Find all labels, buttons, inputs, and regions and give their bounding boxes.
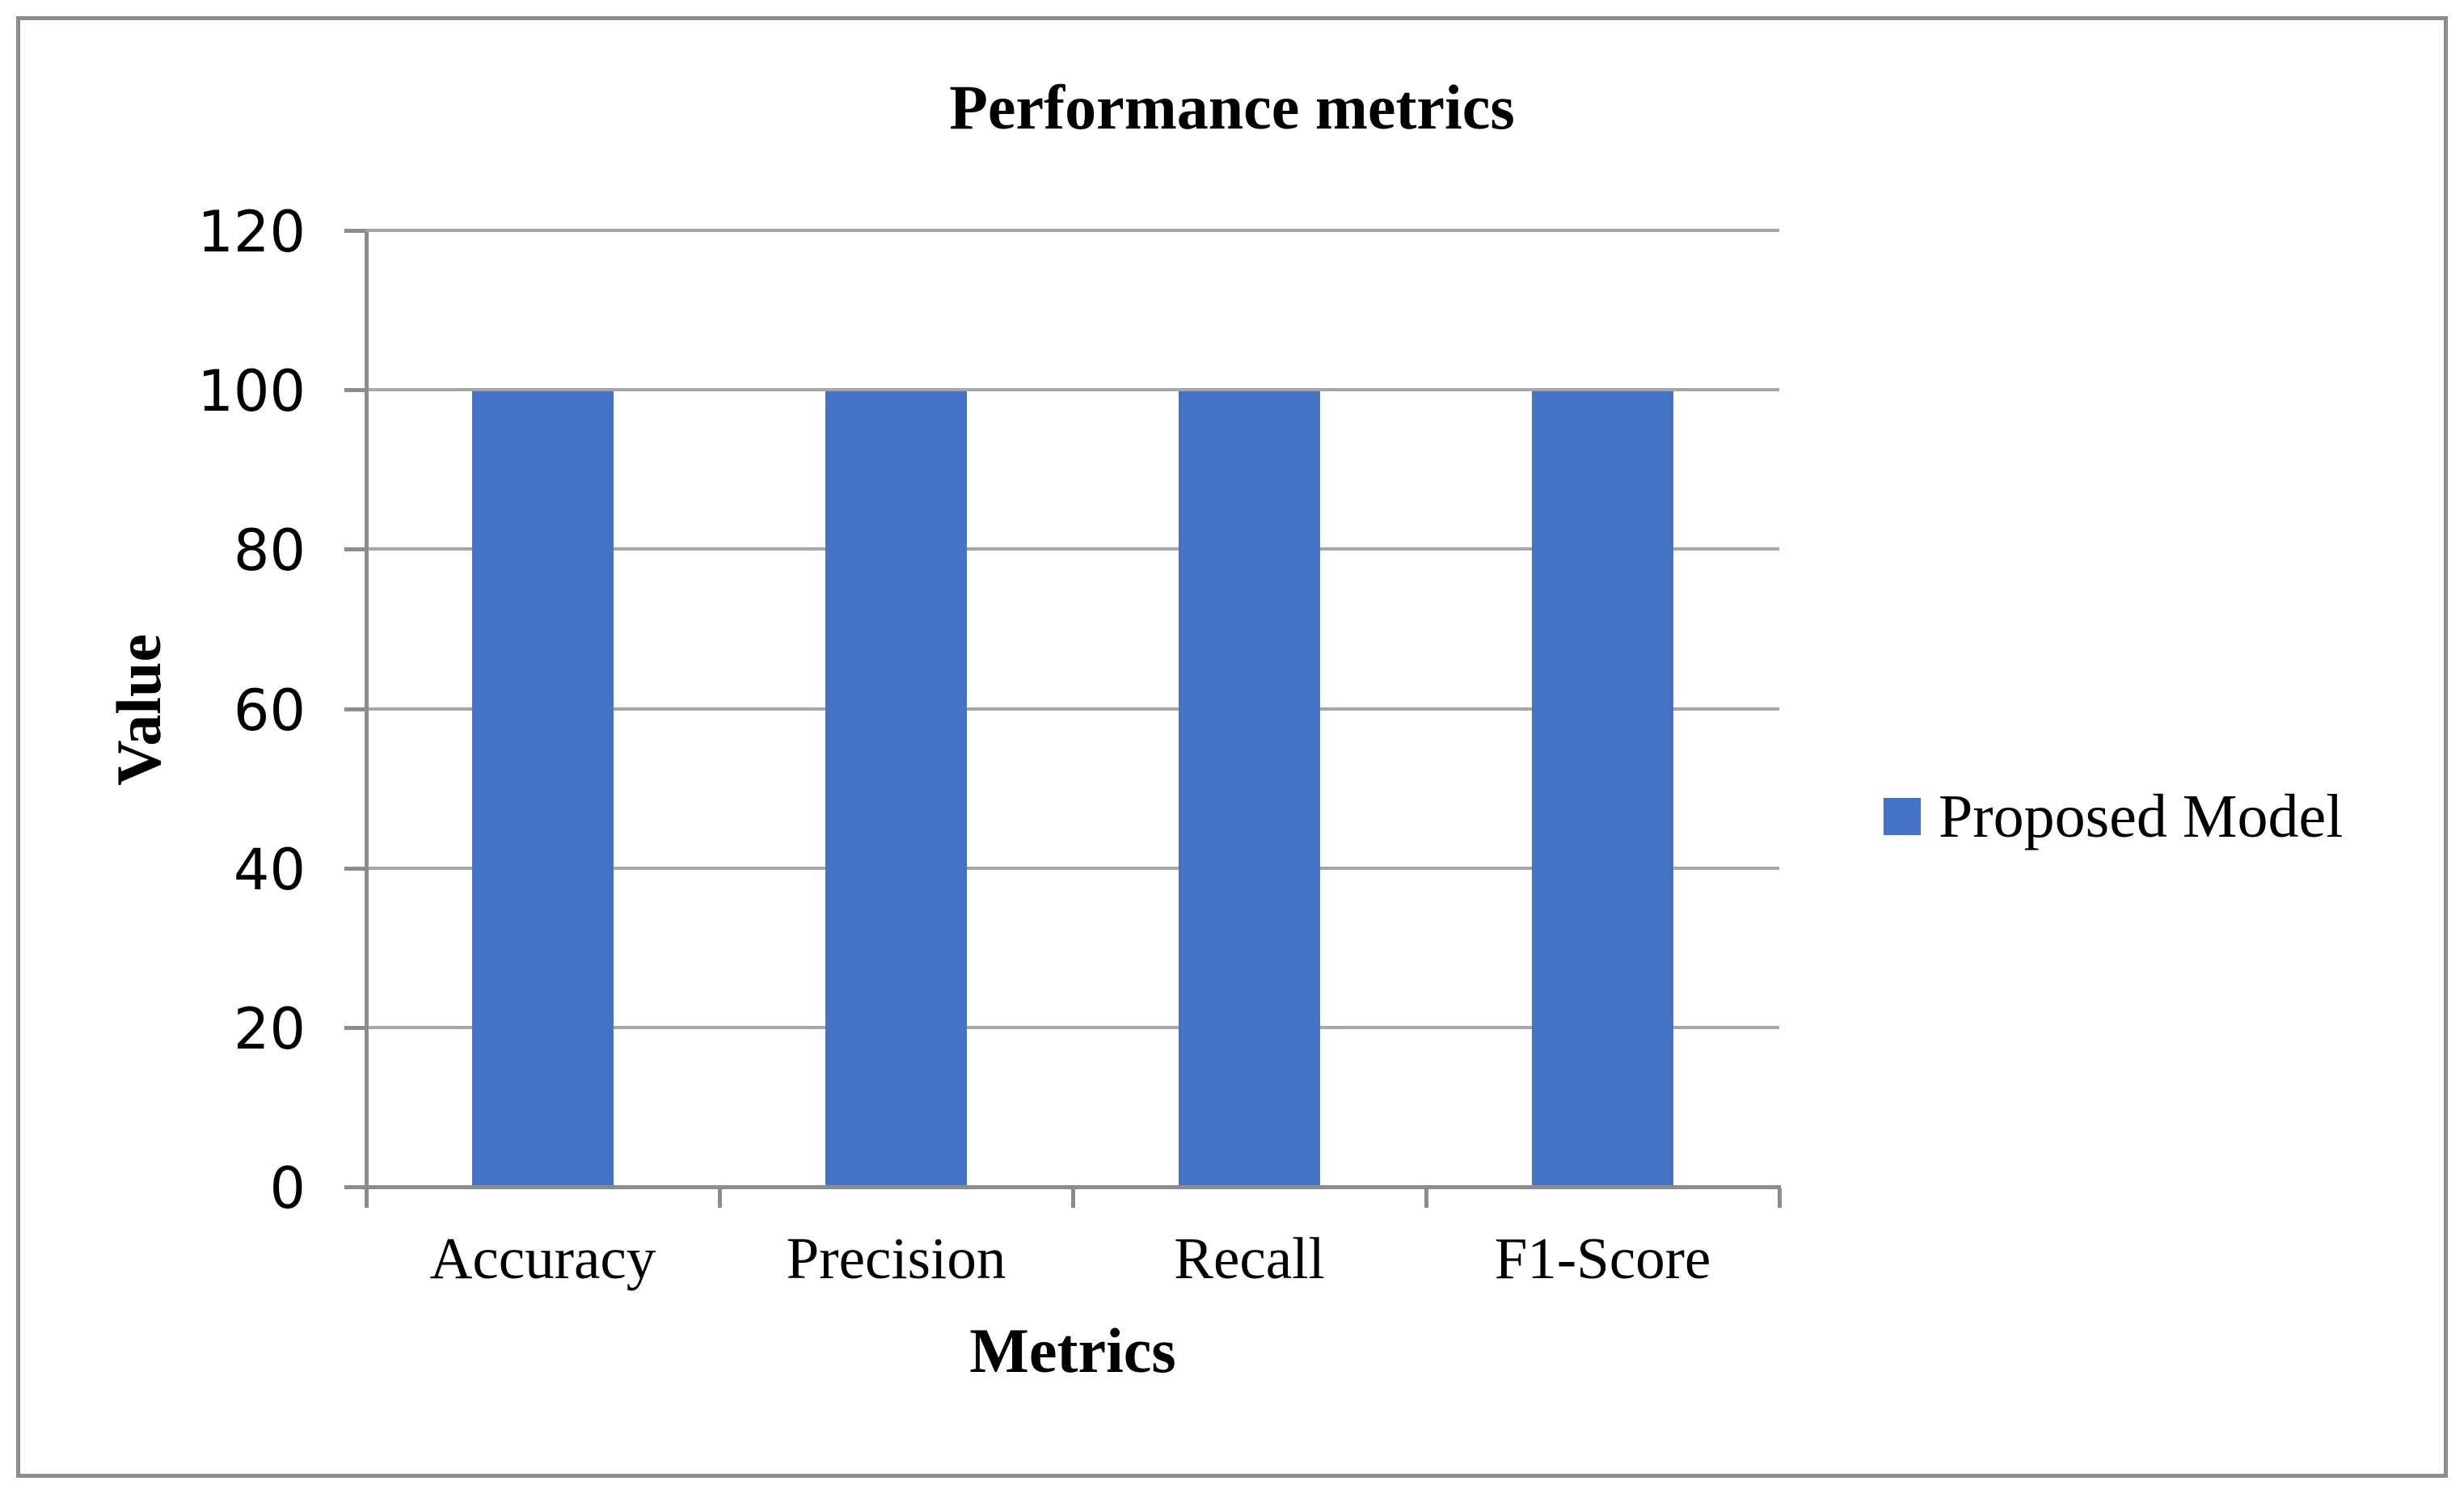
- x-tick-4: [1778, 1188, 1782, 1208]
- x-tick-1: [718, 1188, 722, 1208]
- x-tick-0: [365, 1188, 369, 1208]
- y-tick-label-60: 60: [233, 677, 306, 744]
- x-tick-3: [1424, 1188, 1428, 1208]
- bar-f1-score: [1532, 391, 1673, 1188]
- y-tick-60: [344, 707, 366, 711]
- legend-swatch-icon: [1884, 798, 1921, 835]
- y-tick-0: [344, 1185, 366, 1189]
- gridline-40: [366, 866, 1779, 870]
- y-axis-line: [365, 232, 369, 1188]
- y-tick-label-20: 20: [233, 995, 306, 1062]
- x-category-label-precision: Precision: [786, 1226, 1006, 1291]
- y-tick-100: [344, 388, 366, 393]
- x-axis-title: Metrics: [969, 1315, 1176, 1386]
- chart-border: [16, 16, 2448, 1478]
- x-tick-2: [1071, 1188, 1075, 1208]
- bar-precision: [825, 391, 967, 1188]
- gridline-60: [366, 707, 1779, 711]
- x-category-label-f1-score: F1-Score: [1494, 1226, 1711, 1291]
- gridline-80: [366, 547, 1779, 551]
- y-tick-label-80: 80: [233, 517, 306, 585]
- bar-accuracy: [472, 391, 614, 1188]
- x-category-label-recall: Recall: [1174, 1226, 1325, 1291]
- y-tick-label-100: 100: [197, 358, 306, 425]
- gridline-100: [366, 388, 1779, 392]
- x-axis-line: [365, 1185, 1781, 1189]
- y-tick-40: [344, 866, 366, 871]
- gridline-20: [366, 1025, 1779, 1029]
- legend: Proposed Model: [1884, 779, 2343, 854]
- y-tick-label-40: 40: [233, 836, 306, 903]
- chart-title: Performance metrics: [949, 72, 1515, 142]
- gridline-120: [366, 229, 1779, 232]
- y-axis-title: Value: [103, 634, 174, 786]
- legend-label: Proposed Model: [1939, 783, 2344, 850]
- y-tick-80: [344, 547, 366, 552]
- y-tick-label-0: 0: [269, 1155, 306, 1222]
- y-tick-20: [344, 1025, 366, 1030]
- y-tick-120: [344, 229, 366, 233]
- y-tick-label-120: 120: [197, 199, 306, 265]
- bar-recall: [1179, 391, 1320, 1188]
- x-category-label-accuracy: Accuracy: [429, 1226, 656, 1291]
